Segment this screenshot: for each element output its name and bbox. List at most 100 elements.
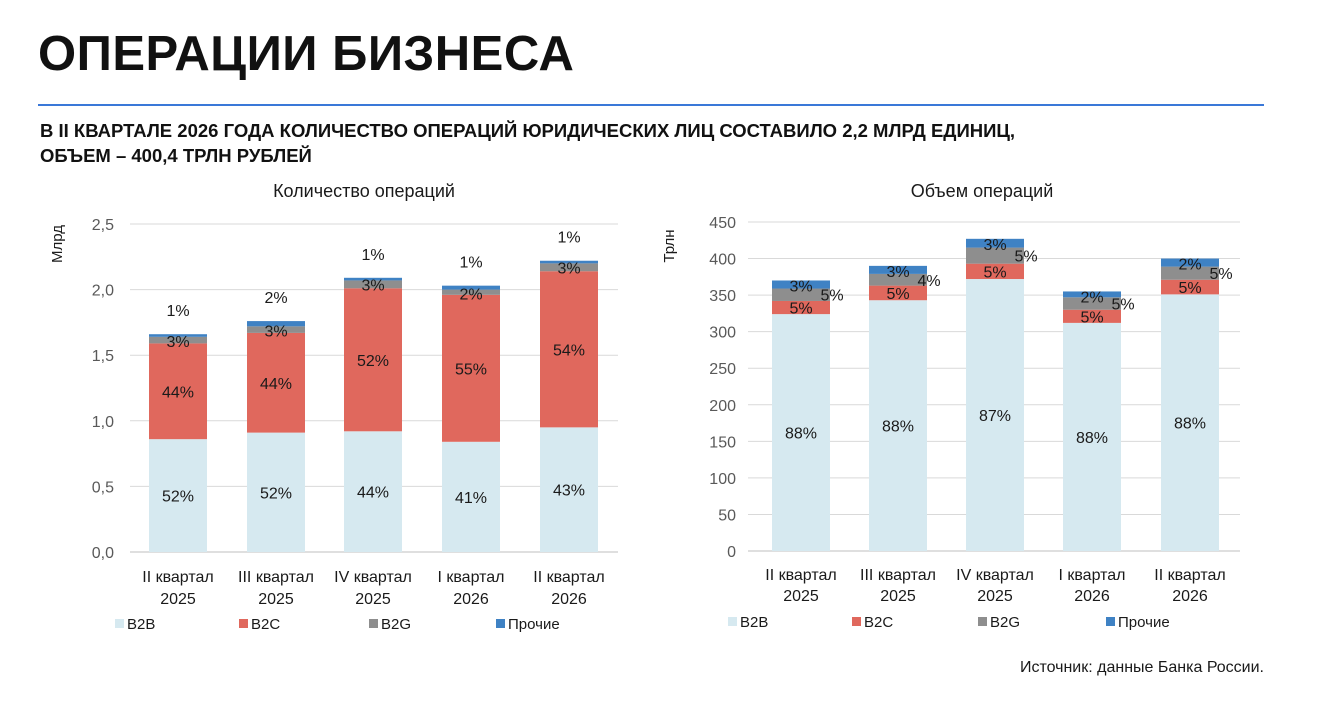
- subtitle-line-1: В II КВАРТАЛЕ 2026 ГОДА КОЛИЧЕСТВО ОПЕРА…: [40, 120, 1016, 141]
- volume-bar-b2c-segment: [1161, 279, 1219, 295]
- volume-data-label-b2c: 5%: [1178, 280, 1201, 297]
- count-legend-label-b2b: B2B: [127, 616, 155, 633]
- count-bar-b2b-segment: [149, 439, 207, 552]
- count-x-tick-label-line1: II квартал: [142, 569, 213, 586]
- volume-y-tick-label: 400: [709, 252, 736, 269]
- count-data-label-b2b: 52%: [162, 489, 194, 506]
- count-y-tick-label: 0,5: [92, 479, 114, 496]
- volume-legend-label-прочие: Прочие: [1118, 614, 1170, 631]
- count-x-tick-label-line1: III квартал: [238, 569, 314, 586]
- volume-x-tick-label-line1: III квартал: [860, 567, 936, 584]
- volume-legend-label-b2c: B2C: [864, 614, 893, 631]
- count-data-label-b2b: 52%: [260, 485, 292, 502]
- volume-legend-swatch-b2g: [978, 617, 987, 626]
- source-note: Источник: данные Банка России.: [1019, 659, 1264, 676]
- page-title: ОПЕРАЦИИ БИЗНЕСА: [38, 27, 575, 81]
- operations-count-chart: Количество операций Млрд 0,0 0,5 1,0 1,5 2,0 2,…: [49, 181, 618, 633]
- volume-data-label-b2b: 88%: [882, 419, 914, 436]
- volume-x-tick-label-line2: 2025: [783, 588, 819, 605]
- volume-y-tick-label: 200: [709, 398, 736, 415]
- count-y-tick-label: 0,0: [92, 545, 114, 562]
- count-data-label-прочие: 1%: [166, 303, 189, 320]
- count-data-label-b2c: 55%: [455, 361, 487, 378]
- volume-legend-swatch-b2c: [852, 617, 861, 626]
- title-divider: [38, 104, 1264, 106]
- count-bar-b2b-segment: [442, 441, 500, 552]
- volume-data-label-b2b: 88%: [785, 426, 817, 443]
- volume-legend-label-b2b: B2B: [740, 614, 768, 631]
- volume-y-axis-label: Трлн: [661, 229, 678, 262]
- count-bar-b2b-segment: [344, 431, 402, 552]
- count-data-label-b2g: 2%: [459, 287, 482, 304]
- volume-y-tick-label: 450: [709, 215, 736, 232]
- volume-x-tick-label-line1: I квартал: [1058, 567, 1125, 584]
- volume-bar-прочие-segment: [869, 265, 927, 274]
- volume-data-label-b2g: 4%: [917, 273, 940, 290]
- count-x-tick-label-line2: 2026: [551, 591, 587, 608]
- volume-bar-прочие-segment: [1161, 258, 1219, 267]
- count-data-label-b2g: 3%: [264, 323, 287, 340]
- count-bar-b2b-segment: [540, 427, 598, 552]
- count-data-label-b2b: 41%: [455, 490, 487, 507]
- count-bar-b2g-segment: [540, 263, 598, 272]
- count-legend-swatch-b2g: [369, 619, 378, 628]
- count-data-label-прочие: 1%: [459, 255, 482, 272]
- count-data-label-b2b: 43%: [553, 483, 585, 500]
- count-data-label-b2c: 44%: [162, 384, 194, 401]
- count-x-tick-label-line1: IV квартал: [334, 569, 412, 586]
- volume-x-tick-label-line2: 2026: [1074, 588, 1110, 605]
- count-y-tick-label: 2,5: [92, 217, 114, 234]
- count-bar-b2c-segment: [442, 294, 500, 442]
- count-legend-swatch-b2b: [115, 619, 124, 628]
- volume-bar-b2g-segment: [1161, 266, 1219, 280]
- volume-x-tick-label-line1: IV квартал: [956, 567, 1034, 584]
- count-legend-swatch-прочие: [496, 619, 505, 628]
- count-data-label-b2g: 3%: [361, 277, 384, 294]
- volume-data-label-b2g: 5%: [1111, 297, 1134, 314]
- count-bar-b2c-segment: [540, 271, 598, 428]
- volume-bar-b2b-segment: [966, 279, 1024, 551]
- count-bar-b2c-segment: [247, 332, 305, 433]
- volume-bar-b2c-segment: [869, 285, 927, 301]
- volume-legend-swatch-b2b: [728, 617, 737, 626]
- volume-data-label-прочие: 2%: [1080, 289, 1103, 306]
- count-legend-swatch-b2c: [239, 619, 248, 628]
- volume-data-label-прочие: 2%: [1178, 257, 1201, 274]
- count-data-label-прочие: 2%: [264, 290, 287, 307]
- count-y-tick-label: 1,5: [92, 348, 114, 365]
- count-legend-label-b2c: B2C: [251, 616, 280, 633]
- volume-x-tick-label-line1: II квартал: [1154, 567, 1225, 584]
- volume-data-label-b2g: 5%: [1209, 266, 1232, 283]
- count-data-label-b2c: 54%: [553, 342, 585, 359]
- count-data-label-b2g: 3%: [557, 260, 580, 277]
- volume-bar-b2g-segment: [772, 288, 830, 301]
- count-bar-b2g-segment: [344, 280, 402, 289]
- volume-data-label-b2c: 5%: [789, 301, 812, 318]
- volume-bar-прочие-segment: [772, 280, 830, 289]
- volume-y-tick-label: 250: [709, 361, 736, 378]
- volume-bar-b2b-segment: [1161, 294, 1219, 551]
- volume-y-tick-label: 150: [709, 434, 736, 451]
- volume-data-label-b2g: 5%: [820, 288, 843, 305]
- count-x-tick-label-line1: I квартал: [437, 569, 504, 586]
- volume-data-label-b2c: 5%: [1080, 309, 1103, 326]
- volume-legend-swatch-прочие: [1106, 617, 1115, 626]
- count-bar-прочие-segment: [247, 321, 305, 327]
- volume-y-tick-label: 350: [709, 288, 736, 305]
- count-legend-label-прочие: Прочие: [508, 616, 560, 633]
- volume-data-label-b2c: 5%: [886, 286, 909, 303]
- count-x-tick-label-line2: 2026: [453, 591, 489, 608]
- volume-bar-b2c-segment: [1063, 309, 1121, 323]
- volume-x-tick-label-line2: 2025: [880, 588, 916, 605]
- count-data-label-b2g: 3%: [166, 334, 189, 351]
- count-x-tick-label-line2: 2025: [355, 591, 391, 608]
- volume-data-label-прочие: 3%: [886, 264, 909, 281]
- volume-bar-b2c-segment: [772, 300, 830, 315]
- volume-chart-title: Объем операций: [911, 181, 1054, 201]
- volume-bar-b2b-segment: [772, 314, 830, 551]
- volume-data-label-b2b: 88%: [1174, 416, 1206, 433]
- volume-data-label-b2g: 5%: [1014, 249, 1037, 266]
- volume-bar-b2g-segment: [966, 247, 1024, 264]
- volume-bar-b2c-segment: [966, 263, 1024, 280]
- volume-data-label-прочие: 3%: [789, 278, 812, 295]
